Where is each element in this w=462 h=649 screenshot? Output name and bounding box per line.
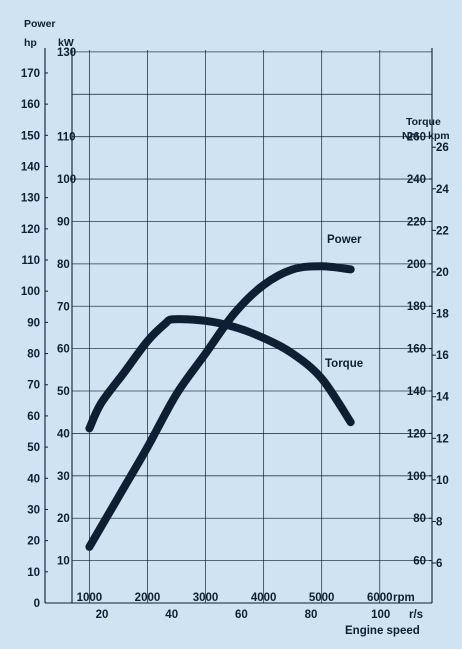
kpm-tick-label: 8 [436, 516, 443, 528]
nm-tick-label: 80 [413, 513, 426, 525]
hp-tick-label: 100 [21, 286, 40, 298]
kw-tick-label: 50 [57, 386, 70, 398]
labels: Power hp kW Torque Nm kpm rpm r/s Engine… [24, 18, 450, 637]
hp-tick-label: 160 [21, 99, 40, 111]
kpm-tick-label: 18 [436, 309, 449, 321]
hp-tick-label: 60 [27, 411, 40, 423]
hp-tick-label: 0 [34, 598, 40, 610]
kpm-axis-label: kpm [428, 130, 450, 142]
rpm-tick-label: 1000 [77, 592, 103, 604]
kw-tick-label: 70 [57, 301, 70, 313]
kpm-tick-label: 16 [436, 350, 449, 362]
hp-tick-label: 70 [27, 380, 40, 392]
kpm-tick-label: 12 [436, 433, 449, 445]
kw-tick-label: 80 [57, 259, 70, 271]
rps-tick-label: 60 [235, 609, 248, 621]
rps-tick-label: 80 [305, 609, 318, 621]
nm-tick-label: 240 [407, 174, 426, 186]
kpm-tick-label: 22 [436, 225, 449, 237]
hp-tick-label: 170 [21, 68, 40, 80]
nm-tick-label: 60 [413, 556, 426, 568]
x-axis-title: Engine speed [345, 625, 420, 637]
rpm-unit-label: rpm [393, 592, 415, 604]
rpm-tick-label: 4000 [251, 592, 277, 604]
rps-tick-label: 20 [96, 609, 109, 621]
nm-tick-label: 220 [407, 216, 426, 228]
nm-tick-label: 200 [407, 259, 426, 271]
hp-tick-label: 80 [27, 349, 40, 361]
power-series-label: Power [327, 234, 362, 246]
hp-tick-label: 110 [21, 255, 40, 267]
kpm-tick-label: 10 [436, 475, 449, 487]
rpm-tick-label: 5000 [309, 592, 335, 604]
kw-tick-label: 60 [57, 344, 70, 356]
nm-tick-label: 120 [407, 428, 426, 440]
rps-tick-label: 100 [371, 609, 390, 621]
kpm-tick-label: 14 [436, 392, 449, 404]
kw-tick-label: 90 [57, 216, 70, 228]
kpm-tick-label: 20 [436, 267, 449, 279]
hp-tick-label: 50 [27, 442, 40, 454]
hp-tick-label: 130 [21, 193, 40, 205]
hp-tick-label: 20 [27, 536, 40, 548]
hp-tick-label: 90 [27, 317, 40, 329]
nm-axis-label: Nm [402, 130, 419, 142]
torque-axis-header: Torque [406, 116, 441, 128]
torque-series-label: Torque [325, 358, 363, 370]
kw-tick-label: 30 [57, 471, 70, 483]
torque-curve [85, 315, 355, 433]
kw-tick-label: 100 [57, 174, 76, 186]
hp-tick-label: 30 [27, 504, 40, 516]
hp-tick-label: 10 [27, 567, 40, 579]
kw-axis-label: kW [58, 37, 74, 49]
curves [85, 262, 355, 551]
nm-tick-label: 140 [407, 386, 426, 398]
kw-tick-label: 10 [57, 556, 70, 568]
power-curve [85, 262, 355, 551]
grid [72, 50, 432, 603]
rps-tick-label: 40 [165, 609, 178, 621]
kw-tick-label: 110 [57, 132, 76, 144]
kw-tick-label: 40 [57, 428, 70, 440]
rpm-tick-label: 2000 [135, 592, 161, 604]
kpm-tick-label: 6 [436, 558, 442, 570]
rpm-tick-label: 3000 [193, 592, 219, 604]
kw-tick-label: 20 [57, 513, 70, 525]
nm-tick-label: 160 [407, 344, 426, 356]
kw-tick-label: 130 [57, 47, 76, 59]
rps-unit-label: r/s [409, 609, 423, 621]
hp-tick-label: 150 [21, 130, 40, 142]
axes: 0 10 20 30 40 50 60 70 80 90 100 110 120 130 140 150 160… [21, 47, 450, 621]
power-axis-header: Power [24, 18, 56, 30]
hp-tick-label: 120 [21, 224, 40, 236]
rpm-tick-label: 6000 [367, 592, 393, 604]
hp-tick-label: 40 [27, 473, 40, 485]
nm-tick-label: 180 [407, 301, 426, 313]
hp-tick-label: 140 [21, 161, 40, 173]
nm-tick-label: 100 [407, 471, 426, 483]
kpm-tick-label: 26 [436, 142, 449, 154]
hp-axis-label: hp [24, 37, 37, 49]
kpm-tick-label: 24 [436, 184, 449, 196]
nm-tick-label: 260 [407, 132, 426, 144]
